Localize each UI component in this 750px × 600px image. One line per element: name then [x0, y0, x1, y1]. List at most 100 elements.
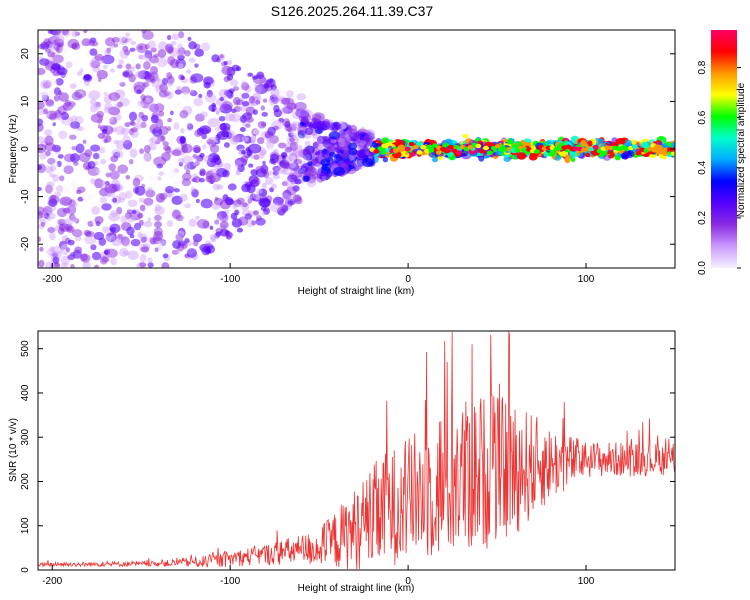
spectrogram-cell: [209, 233, 217, 241]
spectrogram-cell: [49, 173, 56, 178]
spectrogram-cell: [59, 175, 65, 182]
spectrogram-cell: [193, 176, 201, 183]
spectrogram-cell: [258, 188, 268, 197]
spectrogram-cell: [147, 262, 154, 268]
spectrogram-cell: [132, 167, 138, 172]
spectrogram-cell: [298, 113, 312, 123]
spectrogram-cell: [359, 140, 367, 146]
spectrogram-cell: [69, 83, 77, 89]
spectrogram-cell: [57, 218, 66, 226]
spectrogram-cell: [257, 137, 265, 145]
spectrogram-cell: [75, 143, 85, 154]
spectrogram-cell: [52, 174, 60, 182]
spectrogram-cell: [52, 34, 60, 41]
spectrogram-cell: [206, 89, 213, 98]
spectrogram-cell: [121, 37, 128, 43]
spectrogram-cell: [270, 88, 280, 98]
spectrogram-cell: [125, 32, 130, 37]
spectrogram-cell: [239, 127, 246, 132]
spectrogram-cell: [103, 139, 108, 144]
spectrogram-cell: [284, 120, 291, 128]
spectrogram-cell: [350, 136, 356, 142]
spectrogram-cell: [78, 152, 91, 163]
spectrogram-cell: [116, 64, 123, 69]
spectrogram-band-cell: [443, 149, 450, 154]
spectrogram-cell: [44, 150, 51, 157]
spectrogram-cell: [52, 256, 60, 264]
spectrogram-cell: [140, 121, 147, 129]
spectrogram-cell: [230, 123, 237, 127]
spectrogram-cell: [138, 111, 145, 119]
spectrogram-cell: [285, 169, 291, 175]
spectrogram-cell: [143, 145, 151, 154]
spectrogram-cell: [90, 178, 96, 184]
spectrogram-cell: [327, 145, 334, 152]
spectrogram-cell: [348, 147, 358, 156]
spectrogram-cell: [119, 48, 130, 59]
spectrogram-cell: [95, 118, 102, 124]
spectrogram-cell: [347, 142, 358, 150]
spectrogram-cell: [100, 158, 107, 165]
spectrogram-cell: [153, 231, 164, 241]
spectrogram-cell: [128, 159, 134, 165]
spectrogram-cell: [179, 193, 189, 202]
spectrogram-cell: [60, 112, 69, 120]
spectrogram-cell: [253, 154, 260, 160]
spectrogram-cell: [118, 79, 124, 84]
spectrogram-cell: [233, 86, 240, 91]
spectrogram-cell: [126, 226, 135, 236]
spectrogram-cell: [188, 218, 197, 227]
spectrogram-cell: [136, 117, 142, 124]
spectrogram-cell: [201, 42, 211, 51]
spectrogram-cell: [190, 73, 204, 83]
spectrogram-cell: [38, 67, 46, 76]
spectrogram-cell: [516, 152, 527, 160]
spectrogram-cell: [184, 203, 192, 209]
spectrogram-cell: [131, 50, 137, 56]
spectrogram-cell: [38, 236, 42, 243]
spectrogram-cell: [69, 104, 75, 109]
spectrogram-cell: [79, 68, 84, 74]
spectrogram-cell: [284, 178, 295, 188]
spectrogram-cell: [329, 151, 336, 158]
spectrogram-cell: [38, 164, 43, 170]
spectrogram-cell: [77, 196, 84, 202]
spectrogram-cell: [110, 257, 117, 266]
spectrogram-cell: [253, 83, 258, 88]
spectrogram-cell: [97, 124, 102, 129]
spectrogram-cell: [186, 122, 192, 128]
spectrogram-cell: [215, 97, 228, 107]
spectrogram-cell: [201, 187, 206, 192]
spectrogram-cell: [58, 223, 67, 231]
spectrogram-cell: [135, 63, 141, 70]
spectrogram-cell: [58, 130, 68, 140]
spectrogram-cell: [201, 132, 208, 140]
spectrogram-cell: [252, 109, 258, 115]
spectrogram-cell: [357, 141, 367, 150]
spectrogram-cell: [304, 127, 313, 136]
spectrogram-cell: [188, 57, 196, 63]
spectrogram-cell: [244, 213, 252, 220]
spectrogram-cell: [93, 101, 102, 110]
spectrogram-cell: [154, 221, 162, 228]
spectrogram-cell: [193, 97, 203, 107]
spectrogram-cell: [235, 99, 244, 106]
spectrogram-cell: [110, 155, 119, 163]
spectrogram-cell: [81, 38, 91, 47]
spectrogram-cell: [44, 80, 53, 88]
spectrogram-marks: [38, 30, 675, 268]
spectrogram-cell: [50, 30, 58, 35]
spectrogram-cell: [268, 170, 273, 176]
spectrogram-cell: [543, 151, 549, 157]
spectrogram-cell: [181, 143, 193, 154]
spectrogram-cell: [52, 162, 59, 169]
spectrogram-cell: [181, 86, 191, 95]
spectrogram-cell: [382, 157, 389, 163]
spectrogram-cell: [252, 194, 262, 202]
snr-panel: -200 -100 0 100 0 100 200 300 400 500 Height of s…: [8, 330, 676, 594]
spectrogram-cell: [283, 167, 294, 176]
spectrogram-cell: [58, 92, 69, 102]
spectrogram-cell: [120, 236, 130, 246]
spectrogram-cell: [263, 171, 270, 179]
spectrogram-band-cell: [455, 150, 462, 155]
